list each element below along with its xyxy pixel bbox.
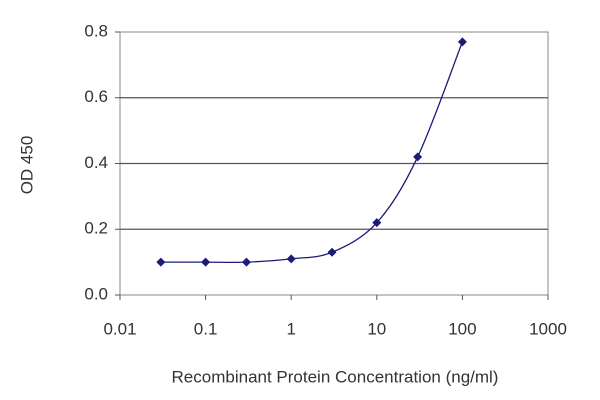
- y-tick-label: 0.2: [84, 219, 108, 238]
- x-tick-label: 10: [367, 319, 386, 338]
- marker: [413, 152, 423, 162]
- x-tick-label: 1000: [529, 319, 567, 338]
- y-tick-label: 0.8: [84, 21, 108, 40]
- y-tick-label: 0.0: [84, 284, 108, 303]
- marker: [201, 257, 211, 267]
- x-tick-label: 100: [448, 319, 476, 338]
- x-axis-label: Recombinant Protein Concentration (ng/ml…: [172, 367, 499, 386]
- y-axis-label: OD 450: [17, 136, 36, 195]
- y-tick-label: 0.6: [84, 87, 108, 106]
- marker: [156, 257, 166, 267]
- marker: [286, 254, 296, 264]
- x-tick-label: 0.01: [103, 319, 136, 338]
- line: [160, 41, 464, 264]
- x-tick-label: 0.1: [194, 319, 218, 338]
- x-tick-label: 1: [286, 319, 295, 338]
- marker: [372, 218, 382, 228]
- y-tick-label: 0.4: [84, 153, 108, 172]
- marker: [241, 257, 251, 267]
- marker: [327, 247, 337, 257]
- marker: [457, 37, 467, 47]
